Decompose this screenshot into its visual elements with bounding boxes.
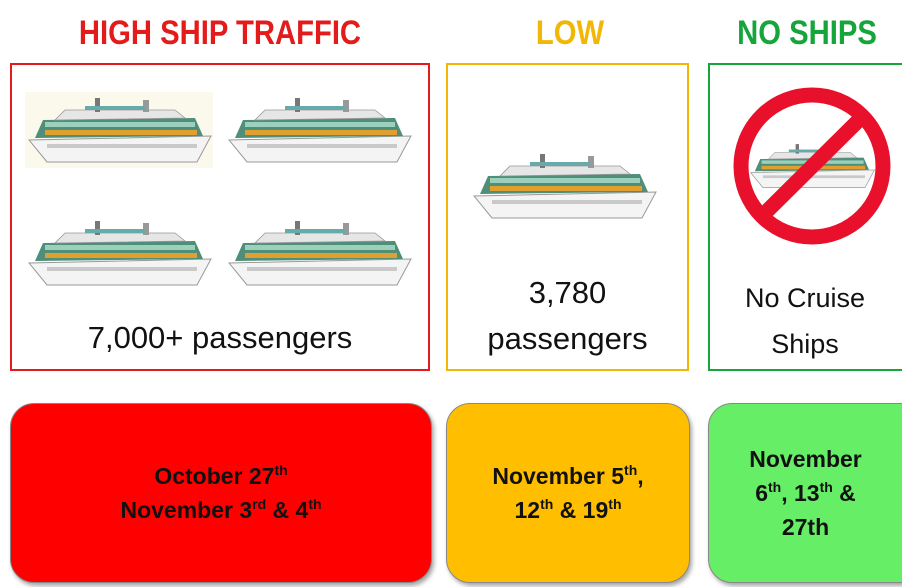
date-line: 12th & 19th	[514, 493, 621, 527]
passenger-text: No Cruise	[744, 283, 866, 313]
date-text: , 13	[781, 480, 820, 506]
high-box: 7,000+ passengers	[10, 63, 430, 371]
date-text: &	[832, 480, 856, 506]
date-text: November 3	[120, 497, 253, 523]
low-box: 3,780 passengers	[446, 63, 689, 371]
date-text: 27th	[781, 514, 830, 540]
passengers: No Cruise Ships	[694, 275, 902, 367]
passenger-text: Ships	[771, 329, 839, 359]
ordinal-suffix: th	[767, 479, 782, 495]
date-line: November	[749, 442, 861, 476]
ordinal-suffix: th	[308, 496, 322, 512]
date-text: November	[749, 446, 862, 472]
date-line: November 5th,	[492, 459, 643, 493]
heading-high: HIGH SHIP TRAFFIC	[78, 13, 362, 52]
passenger-text: passengers	[487, 321, 648, 356]
passenger-text: 3,780	[528, 275, 607, 310]
date-text: 6	[755, 480, 768, 506]
none-box: No Cruise Ships	[708, 63, 902, 371]
date-text: November 5	[492, 463, 625, 489]
ordinal-suffix: th	[819, 479, 833, 495]
date-text: October 27	[154, 463, 275, 489]
ordinal-suffix: th	[274, 462, 288, 478]
heading-low: LOW	[535, 13, 605, 52]
passengers: 7,000+ passengers	[12, 315, 428, 361]
date-text: 12	[514, 497, 541, 523]
passengers: 3,780 passengers	[448, 270, 687, 362]
ordinal-suffix: th	[608, 496, 622, 512]
ordinal-suffix: th	[540, 496, 554, 512]
dates-low: November 5th, 12th & 19th	[446, 403, 690, 583]
dates-none: November 6th, 13th & 27th	[708, 403, 902, 583]
passenger-text: 7,000+ passengers	[87, 320, 353, 355]
heading-none: NO SHIPS	[737, 13, 877, 52]
date-text: & 19	[553, 497, 609, 523]
ordinal-suffix: rd	[252, 496, 267, 512]
date-line: October 27th	[154, 459, 287, 493]
ordinal-suffix: th	[624, 462, 638, 478]
date-text: ,	[637, 463, 644, 489]
date-line: 6th, 13th &	[755, 476, 856, 510]
date-line: 27th	[782, 510, 829, 544]
date-text: & 4	[266, 497, 309, 523]
date-line: November 3rd & 4th	[120, 493, 321, 527]
dates-high: October 27th November 3rd & 4th	[10, 403, 432, 583]
